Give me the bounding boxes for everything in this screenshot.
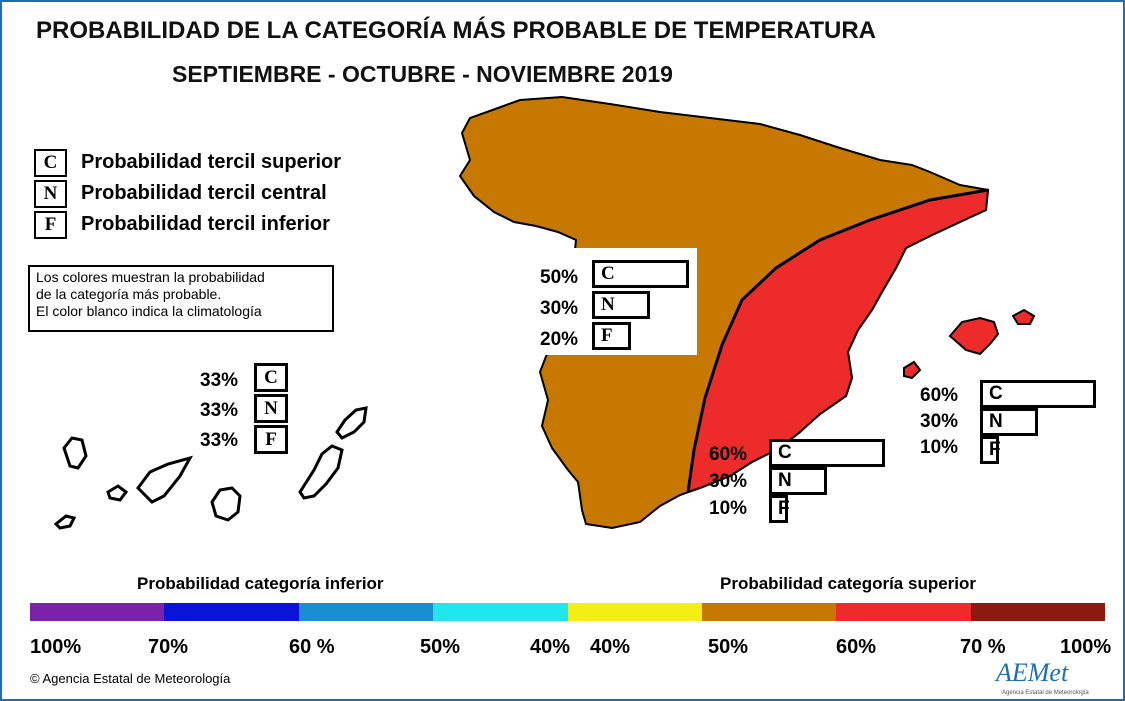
scale-tick-label: 60 % xyxy=(289,636,335,658)
scale-color-7 xyxy=(836,603,971,621)
se-bar-n-letter: N xyxy=(778,470,792,491)
legend-text-c: Probabilidad tercil superior xyxy=(81,151,342,173)
color-scale xyxy=(30,603,1105,621)
scale-color-2 xyxy=(164,603,299,621)
scale-tick-label: 100% xyxy=(1060,636,1112,658)
scale-tick-label: 70% xyxy=(148,636,189,658)
canarias-box-c: C xyxy=(254,363,288,392)
legend-letter-c: C xyxy=(34,149,67,177)
aemet-logo-subtitle: Agencia Estatal de Meteorología xyxy=(1002,690,1089,696)
note-line-1: Los colores muestran la probabilidad xyxy=(36,269,265,285)
credit-text: Agencia Estatal de Meteorología xyxy=(42,671,231,686)
island-mallorca xyxy=(948,316,1000,356)
nw-pct-c: 50% xyxy=(540,267,579,288)
nw-bar-n-letter: N xyxy=(601,294,615,315)
se-pct-c: 60% xyxy=(709,444,748,465)
se-bar-f: F xyxy=(769,495,790,523)
note-line-3: El color blanco indica la climatología xyxy=(36,303,262,319)
scale-tick-label: 50% xyxy=(708,636,749,658)
se-bar-f-letter: F xyxy=(778,498,790,519)
nw-pct-f: 20% xyxy=(540,329,579,350)
nw-bar-c-letter: C xyxy=(601,263,615,284)
canarias-box-n: N xyxy=(254,394,288,423)
bal-bar-f-letter: F xyxy=(989,439,1001,460)
island-tenerife xyxy=(136,455,194,504)
bal-bar-n: N xyxy=(980,408,1038,436)
bal-bar-c-letter: C xyxy=(989,383,1003,404)
island-fuerteventura xyxy=(298,444,344,500)
se-bar-n: N xyxy=(769,467,827,495)
scale-color-6 xyxy=(701,603,837,621)
nw-pct-n: 30% xyxy=(540,298,579,319)
bal-bar-f: F xyxy=(980,436,1001,464)
island-ibiza xyxy=(903,360,922,380)
scale-tick-label: 100% xyxy=(30,636,82,658)
se-bar-c-letter: C xyxy=(778,442,792,463)
scale-color-8 xyxy=(970,603,1105,621)
legend-letter-f: F xyxy=(34,211,67,239)
legend-letter-n: N xyxy=(34,180,67,208)
se-bar-c: C xyxy=(769,439,885,467)
nw-bar-n: N xyxy=(592,291,650,319)
scale-color-4 xyxy=(433,603,568,621)
island-el-hierro xyxy=(53,514,77,530)
nw-bar-f: F xyxy=(592,322,631,350)
island-la-palma xyxy=(62,436,88,470)
scale-label-superior: Probabilidad categoría superior xyxy=(720,574,977,593)
bal-bar-c: C xyxy=(980,380,1096,408)
scale-color-3 xyxy=(298,603,434,621)
scale-tick-label: 60% xyxy=(836,636,877,658)
se-pct-n: 30% xyxy=(709,471,748,492)
note-line-2: de la categoría más probable. xyxy=(36,286,222,302)
bal-bar-n-letter: N xyxy=(989,411,1003,432)
canarias-pct-c: 33% xyxy=(200,370,239,391)
aemet-logo: AEMet xyxy=(996,658,1069,687)
island-lanzarote xyxy=(335,406,368,440)
scale-label-inferior: Probabilidad categoría inferior xyxy=(137,574,384,593)
scale-tick-label: 50% xyxy=(420,636,461,658)
island-gran-canaria xyxy=(210,486,242,522)
copyright-credit: © Agencia Estatal de Meteorología xyxy=(30,671,231,686)
color-note: Los colores muestran la probabilidad de … xyxy=(28,265,334,332)
nw-bar-c: C xyxy=(592,260,689,288)
map-title: PROBABILIDAD DE LA CATEGORÍA MÁS PROBABL… xyxy=(36,17,876,44)
bal-pct-f: 10% xyxy=(920,437,959,458)
canarias-box-f: F xyxy=(254,425,288,454)
se-pct-f: 10% xyxy=(709,498,748,519)
scale-tick-label: 40% xyxy=(590,636,631,658)
legend-text-f: Probabilidad tercil inferior xyxy=(81,213,330,235)
region-boundary-line xyxy=(686,188,989,493)
legend-text-n: Probabilidad tercil central xyxy=(81,182,327,204)
map-subtitle: SEPTIEMBRE - OCTUBRE - NOVIEMBRE 2019 xyxy=(172,61,673,87)
scale-tick-label: 70 % xyxy=(960,636,1006,658)
scale-color-1 xyxy=(30,603,165,621)
bal-pct-n: 30% xyxy=(920,411,959,432)
bal-pct-c: 60% xyxy=(920,385,959,406)
scale-tick-label: 40% xyxy=(530,636,571,658)
island-menorca xyxy=(1011,308,1036,325)
canarias-pct-f: 33% xyxy=(200,430,239,451)
scale-color-5 xyxy=(567,603,702,621)
canarias-pct-n: 33% xyxy=(200,400,239,421)
island-la-gomera xyxy=(106,484,129,502)
nw-bar-f-letter: F xyxy=(601,325,613,346)
